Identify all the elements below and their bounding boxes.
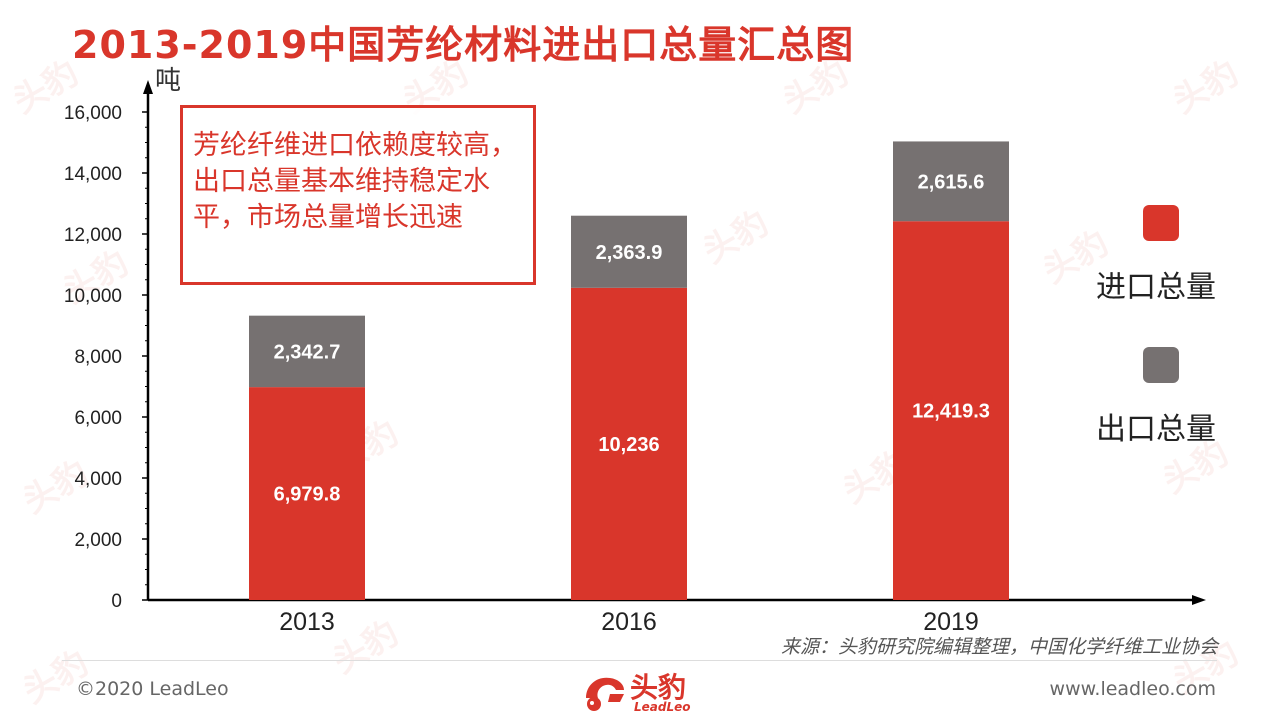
y-tick-label: 10,000 xyxy=(64,286,122,307)
bar-import xyxy=(571,287,687,600)
bar-import xyxy=(893,221,1009,600)
data-label-export: 2,615.6 xyxy=(918,171,985,193)
y-tick-label: 4,000 xyxy=(74,469,122,490)
logo-subtext: LeadLeo xyxy=(634,700,691,714)
data-label-import: 10,236 xyxy=(598,434,659,456)
x-tick-label: 2019 xyxy=(923,608,979,636)
unit-label: 吨 xyxy=(155,66,182,96)
x-tick-label: 2016 xyxy=(601,608,657,636)
source-note: 来源：头豹研究院编辑整理，中国化学纤维工业协会 xyxy=(780,636,1218,658)
page-title: 2013-2019中国芳纶材料进出口总量汇总图 xyxy=(72,23,855,67)
callout-box: 芳纶纤维进口依赖度较高，出口总量基本维持稳定水平，市场总量增长迅速 xyxy=(180,105,536,285)
y-tick-label: 12,000 xyxy=(64,225,122,246)
bar-export xyxy=(571,215,687,288)
legend-swatch-import xyxy=(1143,205,1179,241)
leopard-logo-icon xyxy=(586,677,624,711)
y-tick-label: 6,000 xyxy=(74,408,122,429)
copyright: ©2020 LeadLeo xyxy=(76,678,229,700)
data-label-import: 6,979.8 xyxy=(274,484,341,506)
legend-swatch-export xyxy=(1143,347,1179,383)
footer-divider xyxy=(62,660,1217,661)
y-tick-label: 2,000 xyxy=(74,530,122,551)
data-label-import: 12,419.3 xyxy=(912,401,990,423)
y-tick-label: 8,000 xyxy=(74,347,122,368)
legend-label-export: 出口总量 xyxy=(1096,412,1216,447)
y-axis-arrow-icon xyxy=(143,80,153,94)
logo-text: 头豹 xyxy=(630,671,687,704)
y-tick-label: 0 xyxy=(111,591,122,612)
x-axis-arrow-icon xyxy=(1192,595,1206,605)
legend-label-import: 进口总量 xyxy=(1096,270,1216,305)
website: www.leadleo.com xyxy=(1049,678,1216,700)
y-tick-label: 14,000 xyxy=(64,164,122,185)
bar-export xyxy=(893,141,1009,222)
data-label-export: 2,342.7 xyxy=(274,341,341,363)
logo: 头豹 LeadLeo xyxy=(580,664,710,720)
bar-export xyxy=(249,315,365,388)
x-tick-label: 2013 xyxy=(279,608,335,636)
y-tick-label: 16,000 xyxy=(64,103,122,124)
bar-import xyxy=(249,387,365,600)
data-label-export: 2,363.9 xyxy=(596,242,663,264)
